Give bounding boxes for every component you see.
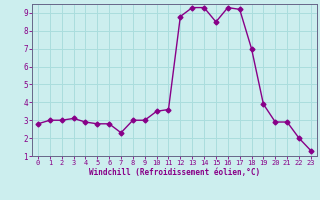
- X-axis label: Windchill (Refroidissement éolien,°C): Windchill (Refroidissement éolien,°C): [89, 168, 260, 177]
